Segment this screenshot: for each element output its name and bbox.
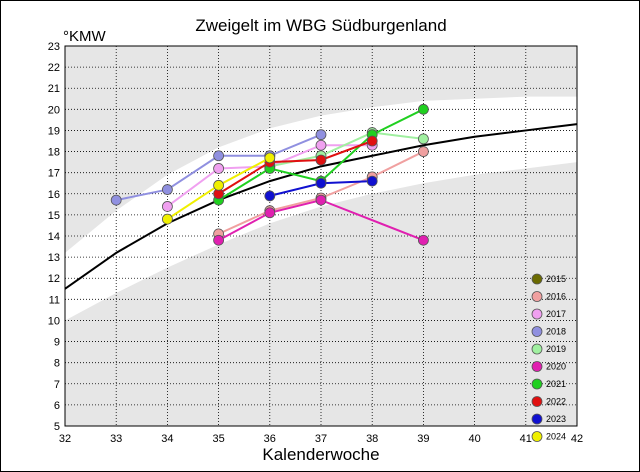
data-point: [417, 234, 429, 246]
legend-label: 2023: [546, 414, 566, 424]
legend-marker: [531, 361, 543, 372]
y-tick-label: 16: [48, 189, 60, 201]
data-point: [417, 103, 429, 115]
legend-marker: [531, 343, 543, 355]
x-tick-label: 39: [417, 433, 429, 445]
data-point: [213, 163, 225, 174]
data-point: [366, 175, 378, 187]
x-tick-label: 34: [161, 433, 173, 445]
legend-marker: [531, 273, 543, 285]
series-line: [218, 140, 373, 195]
x-tick-label: 33: [110, 433, 122, 445]
x-axis-label: Kalenderwoche: [262, 445, 379, 464]
series-line: [218, 199, 424, 242]
y-tick-label: 15: [48, 210, 60, 222]
data-point: [315, 194, 327, 206]
data-point: [264, 152, 276, 164]
data-point: [315, 154, 327, 166]
legend-label: 2021: [546, 379, 566, 389]
legend-label: 2017: [546, 309, 566, 319]
x-tick-label: 36: [264, 433, 276, 445]
y-tick-label: 9: [54, 337, 60, 349]
y-tick-label: 22: [48, 62, 60, 74]
range-band: [65, 96, 577, 321]
x-tick-label: 41: [520, 433, 532, 445]
series-2024: [161, 152, 276, 225]
legend-label: 2020: [546, 362, 566, 372]
y-tick-label: 23: [48, 41, 60, 53]
y-axis-label: °KMW: [63, 28, 106, 45]
data-point: [161, 184, 173, 195]
legend-label: 2024: [546, 432, 566, 442]
y-tick-label: 7: [54, 379, 60, 391]
data-point: [417, 133, 429, 145]
x-tick-label: 38: [366, 433, 378, 445]
legend-marker: [531, 413, 543, 425]
legend-label: 2015: [546, 274, 566, 284]
legend-label: 2016: [546, 292, 566, 302]
y-tick-label: 11: [49, 294, 60, 306]
y-tick-label: 5: [54, 421, 60, 433]
series-2020: [213, 194, 429, 246]
data-point: [213, 179, 225, 191]
y-tick-label: 8: [54, 358, 60, 370]
legend: 2015 2016 2017 2018 2019 2020 2021 2022 2023 2024: [531, 273, 566, 442]
x-tick-label: 35: [212, 433, 224, 445]
data-point: [213, 234, 225, 246]
legend-marker: [531, 378, 543, 390]
legend-marker: [531, 396, 543, 407]
x-tick-label: 37: [315, 433, 327, 445]
legend-marker: [531, 308, 543, 320]
data-point: [315, 139, 327, 151]
data-point: [213, 150, 225, 162]
legend-label: 2019: [546, 344, 566, 354]
legend-marker: [531, 431, 543, 442]
y-tick-label: 21: [48, 83, 60, 95]
data-point: [417, 146, 429, 157]
plot-frame: [64, 45, 578, 427]
x-tick-label: 42: [571, 433, 583, 445]
x-tick-label: 40: [468, 433, 480, 445]
data-point: [366, 135, 378, 147]
data-point: [161, 213, 173, 225]
data-point: [315, 177, 327, 189]
legend-label: 2018: [546, 327, 566, 337]
chart-title: Zweigelt im WBG Südburgenland: [195, 16, 446, 35]
y-tick-label: 6: [54, 400, 60, 412]
legend-label: 2022: [546, 397, 566, 407]
y-tick-label: 14: [48, 231, 60, 243]
y-tick-label: 10: [48, 315, 60, 327]
trend-layer: [64, 123, 578, 290]
legend-marker: [531, 326, 543, 337]
y-tick-label: 19: [48, 125, 60, 137]
trend-line: [64, 123, 578, 290]
x-tick-label: 32: [59, 433, 71, 445]
y-tick-label: 17: [48, 168, 60, 180]
y-tick-label: 12: [48, 273, 60, 285]
series-layer: [110, 103, 429, 246]
y-tick-label: 20: [48, 104, 60, 116]
data-point: [161, 201, 173, 212]
data-point: [264, 190, 276, 202]
y-tick-label: 18: [48, 147, 60, 159]
legend-marker: [531, 291, 543, 302]
y-tick-label: 13: [48, 252, 60, 264]
data-point: [315, 129, 327, 141]
data-point: [264, 207, 276, 219]
series-2023: [264, 175, 378, 202]
data-point: [110, 194, 122, 206]
